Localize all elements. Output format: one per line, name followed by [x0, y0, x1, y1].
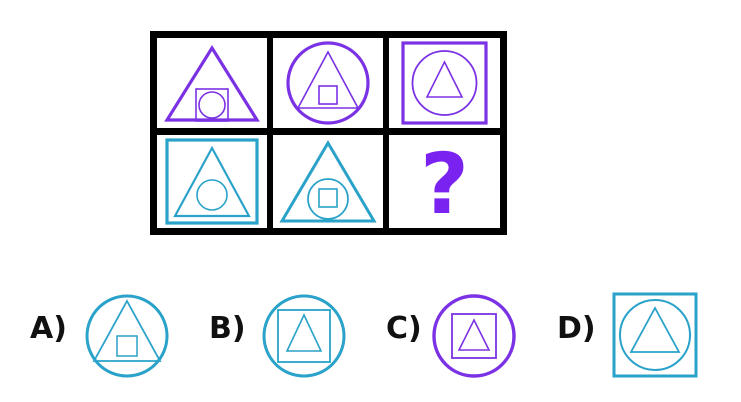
square-shape	[318, 188, 338, 208]
grid-cell-row1-col1	[157, 38, 267, 128]
circle-shape	[411, 50, 478, 116]
triangle-shape	[285, 313, 323, 352]
option-c-label: C)	[386, 311, 422, 346]
square-shape	[277, 309, 331, 363]
question-mark: ?	[420, 134, 469, 233]
triangle-square-circle-figure	[164, 44, 260, 122]
option-a-label: A)	[30, 311, 67, 346]
option-b-figure[interactable]	[261, 293, 347, 379]
option-d-figure[interactable]	[612, 292, 698, 378]
option-c-figure[interactable]	[431, 293, 517, 379]
triangle-circle-square-figure	[279, 140, 377, 223]
puzzle-grid: ?	[150, 31, 507, 235]
option-d-label: D)	[557, 311, 596, 346]
circle-shape	[85, 294, 169, 378]
grid-cell-row2-col3: ?	[389, 135, 500, 228]
square-shape	[165, 138, 259, 225]
square-shape	[612, 292, 698, 378]
grid-cell-row2-col2	[273, 135, 383, 228]
square-shape	[116, 335, 138, 357]
triangle-shape	[425, 60, 464, 98]
triangle-shape	[164, 44, 260, 122]
square-shape	[401, 41, 488, 125]
grid-cell-row1-col2	[273, 38, 383, 128]
circle-shape	[198, 91, 226, 119]
triangle-shape	[173, 145, 251, 218]
triangle-shape	[92, 299, 162, 362]
option-b-label: B)	[209, 311, 246, 346]
triangle-shape	[457, 318, 491, 351]
circle-shape	[262, 294, 346, 378]
square-circle-triangle-figure	[401, 41, 488, 125]
square-shape	[195, 88, 229, 122]
option-a-figure[interactable]	[84, 293, 170, 379]
circle-shape	[432, 294, 516, 378]
triangle-shape	[279, 140, 377, 223]
circle-triangle-square-figure	[286, 41, 370, 125]
grid-cell-row1-col3	[389, 38, 500, 128]
circle-shape	[196, 179, 228, 211]
grid-cell-row2-col1	[157, 135, 267, 228]
circle-shape	[307, 178, 349, 220]
square-shape	[451, 313, 497, 359]
triangle-shape	[629, 306, 681, 353]
circle-shape	[619, 299, 691, 371]
circle-shape	[286, 41, 370, 125]
square-triangle-circle-figure	[165, 138, 259, 225]
square-shape	[318, 85, 338, 105]
triangle-shape	[296, 50, 360, 109]
